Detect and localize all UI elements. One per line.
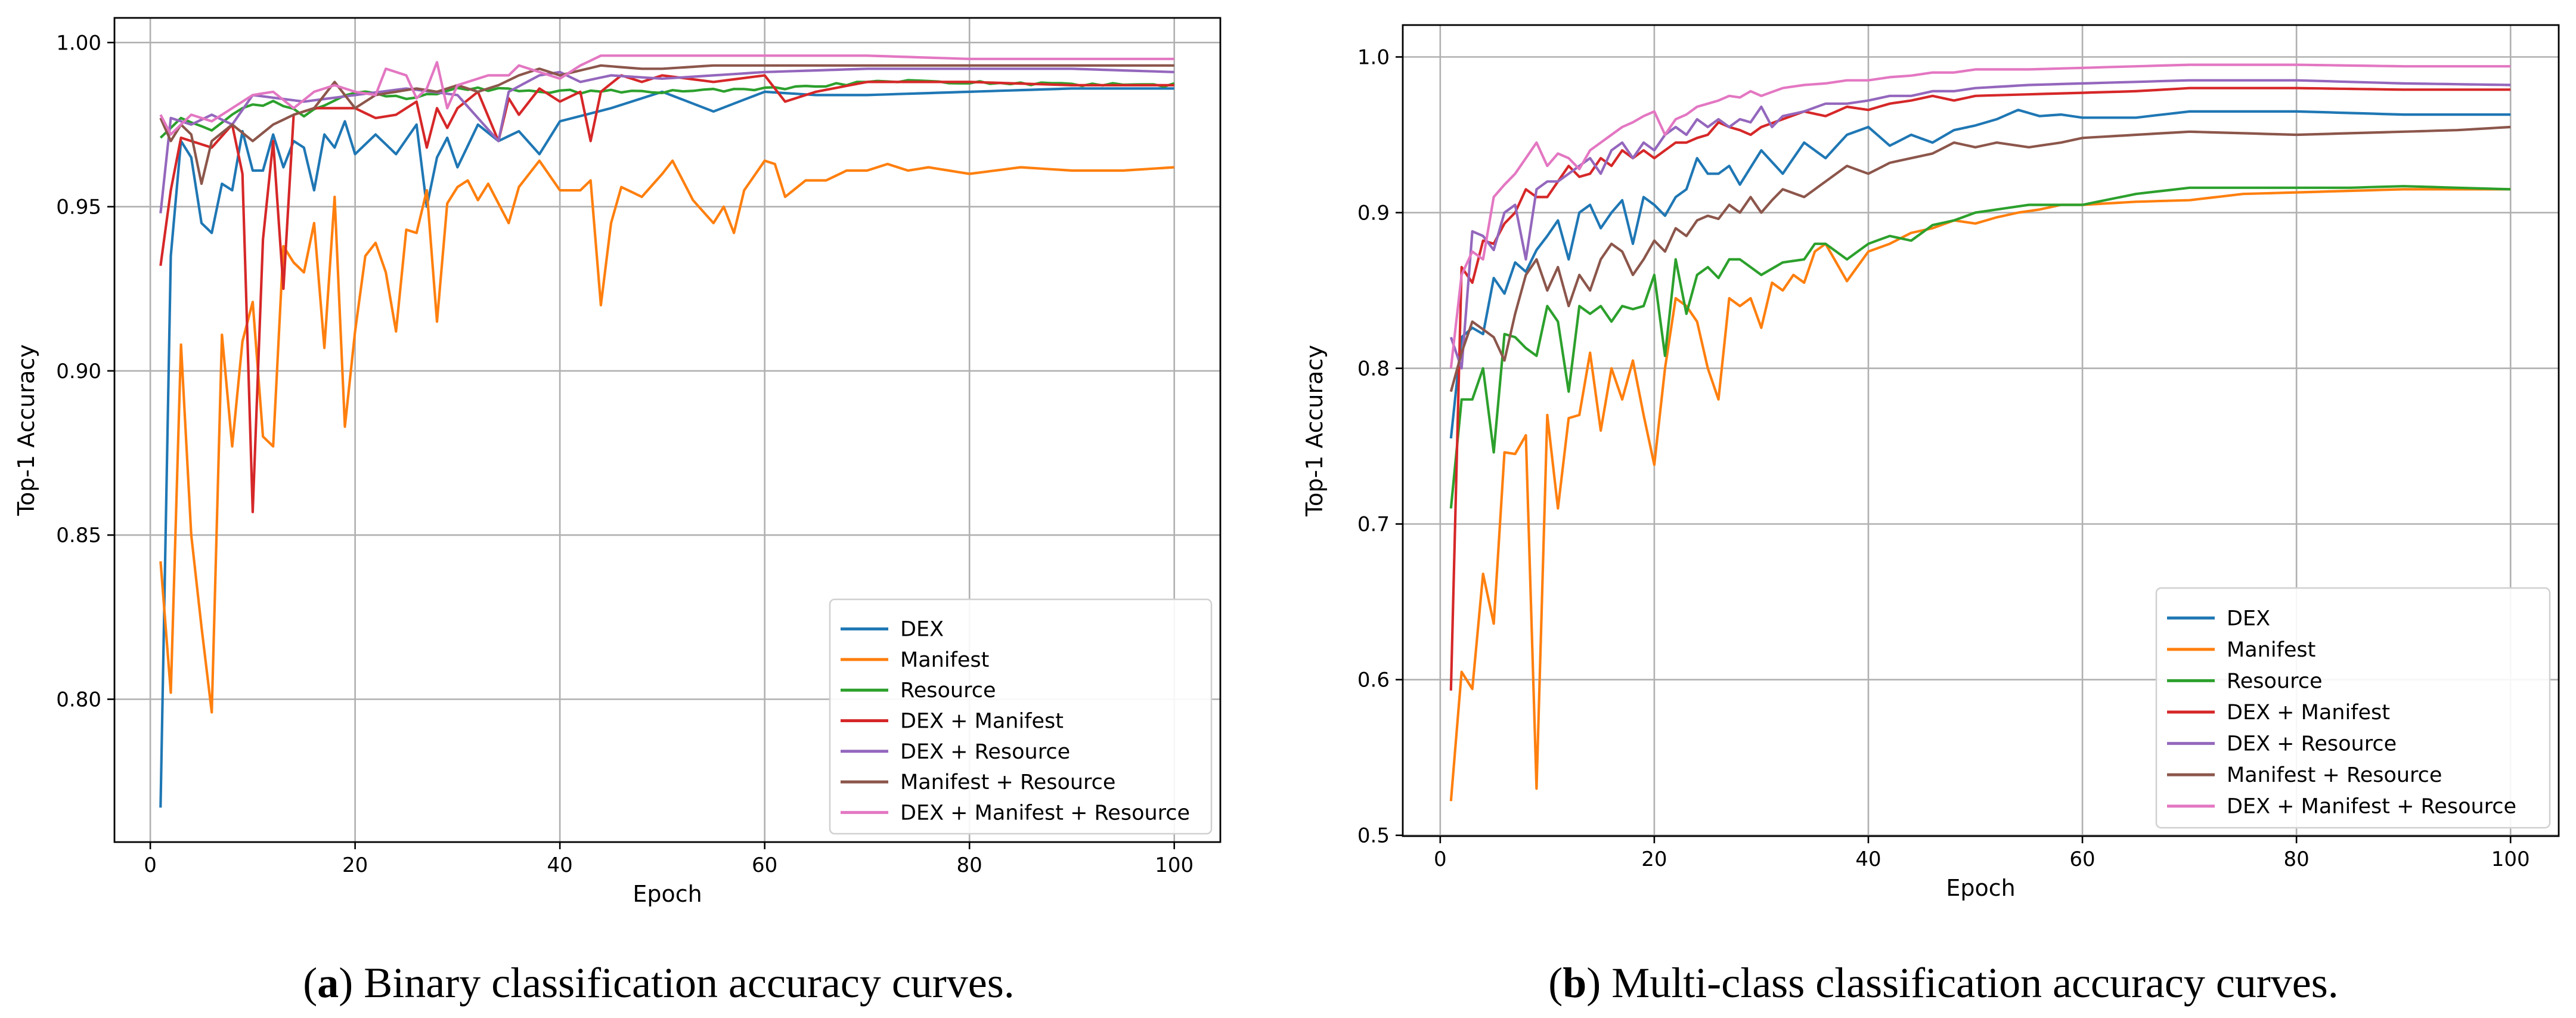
series-line-dex-resource — [159, 67, 1174, 213]
caption-a: (a) Binary classification accuracy curve… — [303, 959, 1014, 1007]
legend-label: Manifest + Resource — [900, 771, 1115, 794]
x-tick-label: 80 — [957, 853, 982, 877]
legend-label: Resource — [2227, 669, 2323, 693]
y-tick-label: 0.5 — [1357, 824, 1390, 848]
series-line-dex-resource — [1449, 79, 2511, 370]
y-axis-label: Top-1 Accuracy — [13, 344, 39, 516]
legend-label: DEX + Manifest + Resource — [900, 801, 1190, 825]
x-axis-label: Epoch — [633, 881, 702, 907]
y-tick-label: 0.7 — [1357, 513, 1390, 537]
axes-frame — [1402, 24, 2560, 837]
legend: DEX Manifest Resource DEX + Manifest DEX + R… — [829, 598, 1213, 835]
legend-label: DEX + Manifest — [2227, 701, 2390, 725]
y-axis-label: Top-1 Accuracy — [1301, 345, 1328, 517]
x-tick-label: 100 — [1155, 853, 1194, 877]
y-tick-label: 0.95 — [56, 196, 101, 219]
caption-b-letter: b — [1563, 959, 1586, 1007]
series-line-dex-manifest-resource — [159, 54, 1174, 136]
series-line-dex — [1449, 109, 2511, 439]
x-tick-label: 40 — [1855, 847, 1881, 871]
y-tick-label: 1.00 — [56, 31, 101, 55]
caption-b: (b) Multi-class classification accuracy … — [1548, 959, 2339, 1007]
y-tick-label: 0.6 — [1357, 669, 1390, 692]
y-tick-label: 0.90 — [56, 360, 101, 383]
y-tick-label: 1.0 — [1357, 46, 1390, 70]
y-tick-label: 0.9 — [1357, 202, 1390, 225]
legend-label: Manifest + Resource — [2227, 763, 2442, 787]
legend-label: Manifest — [2227, 638, 2315, 662]
legend-box — [829, 598, 1213, 835]
series-line-manifest — [1449, 188, 2511, 802]
series-line-manifest-resource — [1449, 125, 2511, 392]
chart-panel-a: 0 20 40 60 80 100 0.80 0.85 0.90 0.95 1.00 Epoch Top… — [13, 17, 1222, 907]
series-line-dex-manifest — [1449, 86, 2511, 691]
y-tick-label: 0.8 — [1357, 357, 1390, 381]
legend-label: DEX + Manifest — [900, 710, 1064, 734]
caption-a-text: Binary classification accuracy curves. — [353, 959, 1015, 1007]
axes-frame — [113, 17, 1222, 843]
series-line-manifest — [159, 159, 1174, 714]
legend-box — [2155, 587, 2551, 829]
x-tick-label: 60 — [752, 853, 777, 877]
x-tick-label: 80 — [2284, 847, 2310, 871]
y-tick-label: 0.80 — [56, 688, 101, 711]
x-tick-label: 100 — [2491, 847, 2530, 871]
legend-label: DEX + Resource — [900, 740, 1070, 764]
legend-label: Manifest — [900, 648, 989, 672]
x-tick-label: 0 — [1434, 847, 1447, 871]
y-tick-label: 0.85 — [56, 524, 101, 547]
series-line-manifest-resource — [159, 64, 1174, 185]
series-line-dex — [159, 87, 1174, 808]
series-line-resource — [1449, 185, 2511, 509]
legend-label: DEX + Manifest + Resource — [2227, 795, 2516, 819]
x-tick-label: 60 — [2069, 847, 2095, 871]
series-line-dex-manifest — [159, 74, 1174, 513]
x-tick-label: 20 — [342, 853, 368, 877]
legend-label: DEX — [900, 618, 944, 642]
x-tick-label: 40 — [547, 853, 573, 877]
legend-label: DEX — [2227, 607, 2270, 630]
caption-b-text: Multi-class classification accuracy curv… — [1601, 959, 2339, 1007]
legend: DEX Manifest Resource DEX + Manifest DEX + R… — [2155, 587, 2551, 829]
legend-label: Resource — [900, 679, 996, 703]
legend-label: DEX + Resource — [2227, 732, 2397, 756]
x-tick-label: 0 — [144, 853, 157, 877]
chart-panel-b: 0 20 40 60 80 100 0.5 0.6 0.7 0.8 0.9 1.0 Epoch Top-1… — [1301, 24, 2560, 901]
caption-a-letter: a — [317, 959, 339, 1007]
series-line-dex-manifest-resource — [1449, 63, 2511, 369]
x-axis-label: Epoch — [1946, 875, 2015, 901]
x-tick-label: 20 — [1641, 847, 1667, 871]
